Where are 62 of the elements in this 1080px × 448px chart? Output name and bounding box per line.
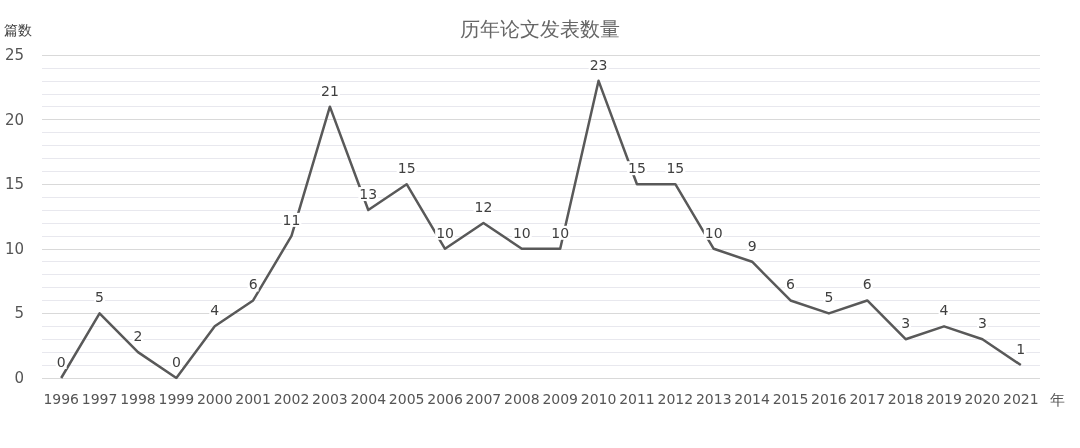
x-tick-label: 1998 xyxy=(120,391,156,407)
y-tick-label: 20 xyxy=(4,110,24,129)
x-tick-label: 2012 xyxy=(657,391,694,407)
y-tick-label: 15 xyxy=(4,175,24,194)
x-tick-label: 2016 xyxy=(811,391,847,407)
data-label: 4 xyxy=(939,302,949,319)
data-label: 13 xyxy=(359,186,378,203)
y-tick-label: 25 xyxy=(4,46,24,64)
y-axis-title: 篇数 xyxy=(4,22,32,38)
x-tick-label: 2018 xyxy=(887,391,924,407)
data-label: 4 xyxy=(210,302,220,319)
data-label: 5 xyxy=(824,289,834,306)
x-tick-label: 2010 xyxy=(580,391,617,407)
y-tick-label: 5 xyxy=(14,304,24,323)
data-label: 0 xyxy=(56,354,66,370)
data-label: 15 xyxy=(397,160,416,177)
data-label: 1 xyxy=(1016,341,1026,358)
x-tick-label: 2015 xyxy=(772,391,809,407)
x-tick-label: 2002 xyxy=(273,391,310,407)
data-label: 23 xyxy=(589,56,608,73)
x-tick-label: 2004 xyxy=(350,391,387,407)
x-tick-label: 2007 xyxy=(465,391,502,407)
x-tick-label: 2019 xyxy=(926,391,962,407)
data-label: 6 xyxy=(862,276,872,293)
y-tick-label: 0 xyxy=(14,369,24,387)
data-label: 10 xyxy=(551,224,570,241)
data-label: 15 xyxy=(628,160,646,177)
x-tick-label: 2009 xyxy=(542,391,579,407)
data-label: 10 xyxy=(436,224,454,241)
x-tick-label: 2005 xyxy=(388,391,425,407)
data-label: 15 xyxy=(666,160,685,177)
x-tick-label: 2006 xyxy=(427,391,463,407)
x-axis-title: 年 xyxy=(1050,390,1065,409)
x-tick-label: 1996 xyxy=(43,391,80,407)
data-label: 10 xyxy=(704,224,723,241)
x-tick-label: 2014 xyxy=(734,391,771,407)
data-label: 5 xyxy=(95,289,105,306)
data-label: 6 xyxy=(786,276,796,293)
x-tick-label: 2021 xyxy=(1002,391,1039,407)
line-series xyxy=(59,79,1023,380)
x-tick-label: 1999 xyxy=(158,391,195,407)
y-tick-label: 10 xyxy=(4,239,24,258)
data-label: 10 xyxy=(512,224,531,241)
x-tick-label: 2020 xyxy=(964,391,1001,407)
data-label: 12 xyxy=(474,198,493,215)
data-label: 6 xyxy=(248,276,258,293)
x-tick-label: 2001 xyxy=(235,391,271,407)
x-tick-label: 2008 xyxy=(503,391,540,407)
data-label: 11 xyxy=(282,211,301,228)
data-label: 3 xyxy=(901,315,911,332)
x-tick-label: 2011 xyxy=(619,391,655,407)
x-tick-label: 2000 xyxy=(196,391,233,407)
x-tick-label: 1997 xyxy=(81,391,118,407)
data-label: 0 xyxy=(171,354,181,370)
x-tick-label: 2017 xyxy=(849,391,886,407)
data-label: 9 xyxy=(747,237,757,254)
data-label: 21 xyxy=(320,82,339,99)
chart-title: 历年论文发表数量 xyxy=(460,17,620,41)
data-label: 3 xyxy=(977,315,987,332)
x-tick-label: 2003 xyxy=(312,391,348,407)
data-label: 2 xyxy=(133,328,143,345)
x-tick-label: 2013 xyxy=(695,391,732,407)
